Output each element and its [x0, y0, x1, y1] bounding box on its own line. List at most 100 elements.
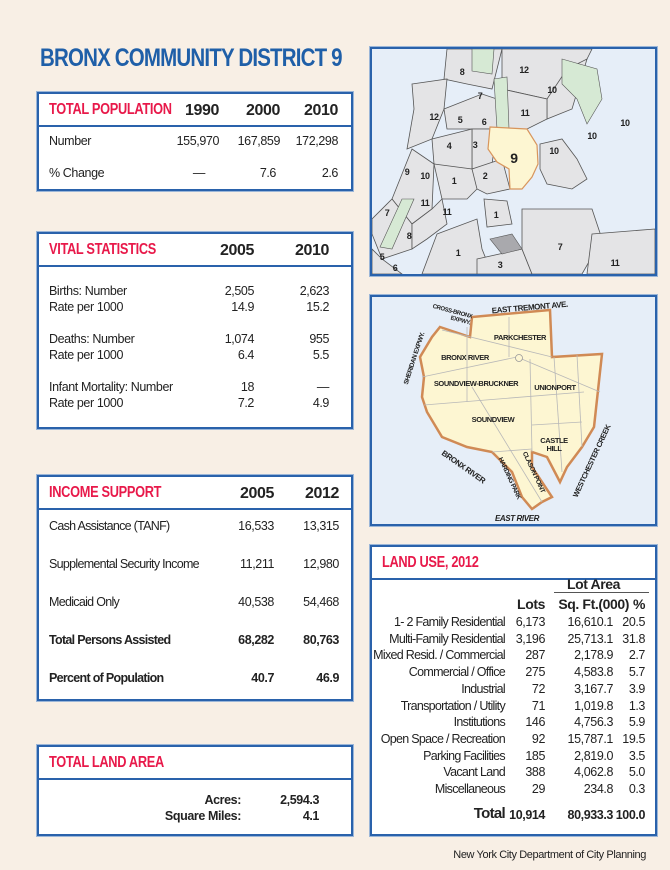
row-label: Percent of Population: [49, 671, 164, 685]
district-number-label: 7: [558, 242, 563, 252]
cell: 14.9: [231, 300, 254, 314]
district-number-label: 11: [443, 207, 452, 217]
column-header: %: [632, 596, 645, 612]
page-title: BRONX COMMUNITY DISTRICT 9: [40, 44, 343, 72]
cell-pct: 3.5: [628, 748, 646, 763]
cell: 2.6: [321, 166, 339, 180]
cell: 15.2: [306, 300, 329, 314]
row-label: Rate per 1000: [49, 300, 124, 314]
row-label: Acres:: [204, 793, 241, 807]
district-number-label: 11: [421, 198, 430, 208]
district-number-label: 1: [452, 176, 457, 186]
row-label: Births: Number: [49, 284, 127, 298]
column-header: 2010: [304, 102, 338, 119]
cell-sqft: 2,178.9: [574, 648, 613, 663]
cell: —: [192, 166, 206, 180]
total-lots: 10,914: [509, 808, 545, 822]
map-label: BRONX RIVER: [440, 449, 488, 486]
district-number-label: 10: [587, 131, 597, 141]
cell-sqft: 16,610.1: [567, 615, 614, 629]
district-number-label: 11: [521, 108, 530, 118]
map-label: EAST RIVER: [495, 514, 540, 523]
cell: 12,980: [303, 557, 339, 571]
total-pct: 100.0: [615, 808, 646, 822]
cell: 4.9: [312, 396, 330, 410]
column-header: 2012: [305, 485, 339, 502]
map-label: UNIONPORT: [534, 383, 576, 392]
cell: 155,970: [176, 134, 220, 148]
cell-sqft: 234.8: [583, 782, 614, 796]
cell: 167,859: [237, 134, 281, 148]
row-label: Commercial / Office: [408, 665, 506, 680]
row-label: Miscellaneous: [434, 782, 506, 796]
row-label: Infant Mortality: Number: [49, 380, 173, 394]
total-label: Total: [473, 805, 506, 822]
locator-map: 8 12 10 7 11 12 5 6 10 10 4 3 9 10 9 10 1 2 11 11 1 7 8 7 1 3 11 5 6: [370, 47, 657, 276]
district-number-label: 4: [447, 141, 452, 151]
cell-sqft: 4,756.3: [574, 715, 613, 730]
district-number-label: 6: [393, 263, 398, 273]
cell-sqft: 1,019.8: [574, 698, 613, 713]
cell: 40.7: [251, 671, 274, 685]
row-label: Total Persons Assisted: [49, 633, 171, 647]
cell-lots: 388: [525, 765, 545, 780]
cell-sqft: 3,167.7: [574, 681, 613, 696]
cell-sqft: 4,062.8: [574, 765, 613, 780]
row-label: Vacant Land: [443, 765, 505, 780]
cell: 2,594.3: [280, 793, 319, 807]
district-number-label: 1: [456, 248, 461, 258]
cell-sqft: 2,819.0: [574, 748, 613, 763]
row-label: Square Miles:: [164, 809, 241, 823]
row-label: Open Space / Recreation: [380, 731, 506, 746]
cell: 46.9: [316, 671, 339, 685]
row-label: Mixed Resid. / Commercial: [373, 648, 506, 663]
column-header: 2005: [240, 485, 274, 502]
row-label: 1- 2 Family Residential: [393, 615, 506, 629]
district-number-label: 6: [482, 117, 487, 127]
cell: 13,315: [303, 519, 339, 533]
income-support-table: INCOME SUPPORT 2005 2012 Cash Assistance…: [37, 475, 353, 701]
district-number-label: 10: [547, 85, 557, 95]
map-label: PARKCHESTER: [494, 333, 547, 342]
row-label: Industrial: [461, 681, 505, 696]
cell: —: [316, 380, 330, 394]
district-number-label: 1: [494, 210, 499, 220]
district-number-label: 9: [405, 167, 410, 177]
column-header: 2005: [220, 242, 254, 259]
cell: 1,074: [224, 332, 255, 346]
cell-sqft: 15,787.1: [567, 731, 614, 746]
cell: 16,533: [238, 519, 274, 533]
cell: 7.6: [259, 166, 277, 180]
cell: 172,298: [295, 134, 339, 148]
cell: 54,468: [303, 595, 339, 609]
row-label: Multi-Family Residential: [389, 631, 506, 646]
cell: 2,623: [299, 284, 330, 298]
row-label: % Change: [49, 166, 105, 180]
map-label: SOUNDVIEW-BRUCKNER: [434, 379, 519, 388]
cell-lots: 92: [531, 731, 546, 746]
column-header: Sq. Ft.(000): [558, 596, 629, 612]
section-header: INCOME SUPPORT: [49, 483, 162, 501]
cell: 40,538: [238, 595, 274, 609]
map-label: BRONX RIVER: [441, 353, 490, 362]
cell-pct: 5.9: [628, 715, 646, 730]
column-header: 1990: [185, 102, 219, 119]
cell-pct: 3.9: [628, 681, 646, 696]
land-use-table: LAND USE, 2012 Lot Area Lots Sq. Ft.(000…: [370, 545, 657, 836]
section-header: LAND USE, 2012: [382, 553, 479, 571]
total-land-area-table: TOTAL LAND AREA Acres: 2,594.3 Square Mi…: [37, 745, 353, 836]
district-number-label: 8: [460, 67, 465, 77]
section-header: VITAL STATISTICS: [49, 240, 156, 258]
row-label: Rate per 1000: [49, 348, 124, 362]
district-number-label: 5: [458, 115, 463, 125]
section-header: TOTAL POPULATION: [49, 100, 172, 118]
map-label: CASTLE: [540, 436, 568, 445]
district-number-label: 3: [498, 260, 503, 270]
cell-lots: 6,173: [515, 615, 546, 629]
section-header: TOTAL LAND AREA: [49, 753, 164, 771]
column-header: 2010: [295, 242, 329, 259]
map-label: EXPWY.: [450, 316, 472, 327]
row-label: Rate per 1000: [49, 396, 124, 410]
cell-pct: 31.8: [622, 631, 645, 646]
cell: 7.2: [237, 396, 255, 410]
